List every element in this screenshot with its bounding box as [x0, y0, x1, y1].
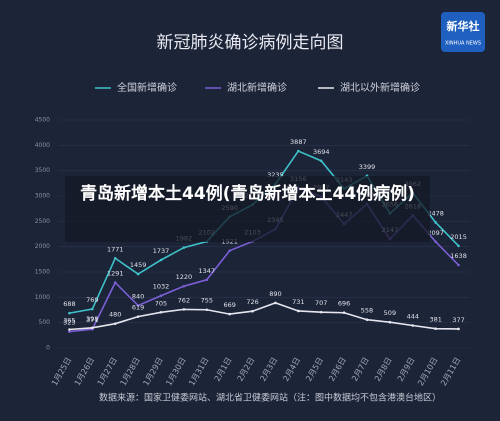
- data-point: [113, 256, 117, 260]
- data-label: 619: [132, 304, 144, 312]
- logo-subtitle: XINHUA NEWS: [445, 41, 481, 47]
- data-point: [182, 246, 186, 249]
- data-point: [319, 159, 323, 163]
- data-point: [297, 149, 300, 153]
- logo-name: 新华社: [447, 19, 480, 33]
- data-point: [182, 308, 186, 311]
- data-point: [228, 312, 231, 316]
- data-label: 2478: [427, 209, 444, 217]
- data-point: [434, 221, 437, 224]
- data-point: [68, 330, 71, 333]
- data-label: 1737: [153, 247, 170, 255]
- data-point: [388, 320, 392, 324]
- overlay-caption: 青岛新增本土44例(青岛新增本土44例病例): [65, 176, 430, 242]
- data-point: [68, 328, 71, 331]
- data-point: [68, 311, 71, 315]
- data-label: 3235: [267, 171, 284, 179]
- data-label: 1771: [107, 245, 124, 253]
- data-point: [159, 294, 163, 298]
- data-label: 371: [86, 316, 98, 324]
- data-label: 3399: [359, 163, 376, 171]
- data-label: 762: [178, 296, 190, 304]
- data-point: [228, 249, 231, 252]
- data-label: 3694: [313, 148, 330, 156]
- data-point: [411, 324, 415, 327]
- data-point: [319, 310, 323, 314]
- data-label: 509: [384, 309, 396, 317]
- data-point: [342, 311, 346, 315]
- data-point: [159, 258, 163, 262]
- y-tick-label: 1500: [35, 269, 50, 276]
- data-point: [457, 327, 460, 331]
- data-label: 3887: [290, 138, 307, 146]
- data-label: 1459: [130, 261, 147, 269]
- data-label: 381: [429, 316, 441, 324]
- data-point: [434, 327, 437, 330]
- data-label: 696: [338, 300, 350, 308]
- data-label: 480: [109, 311, 121, 319]
- y-tick-label: 2500: [35, 218, 50, 225]
- data-label: 769: [86, 296, 98, 304]
- data-point: [113, 322, 117, 325]
- data-label: 365: [63, 317, 75, 325]
- data-point: [297, 309, 300, 313]
- y-tick-label: 0: [46, 345, 50, 352]
- data-label: 726: [246, 298, 258, 306]
- data-label: 1347: [199, 267, 216, 275]
- data-point: [274, 301, 277, 305]
- data-label: 2015: [450, 233, 467, 241]
- source-note: 数据来源：国家卫健委网站、湖北省卫健委网站（注：图中数据均不包含港澳台地区）: [99, 392, 441, 404]
- data-label: 705: [155, 299, 167, 307]
- y-tick-label: 500: [39, 319, 51, 326]
- data-label: 890: [269, 290, 281, 298]
- y-tick-label: 1000: [35, 294, 50, 301]
- y-tick-label: 4500: [35, 117, 50, 124]
- y-tick-label: 4000: [35, 142, 50, 149]
- data-label: 755: [201, 297, 213, 305]
- data-point: [136, 304, 140, 307]
- chart-title: 新冠肺炎确诊病例走向图: [157, 33, 344, 53]
- y-tick-label: 2000: [35, 243, 50, 250]
- data-label: 558: [361, 307, 373, 315]
- legend-label: 湖北以外新增确诊: [340, 81, 420, 94]
- data-point: [434, 240, 437, 244]
- data-point: [457, 244, 460, 248]
- data-label: 669: [223, 301, 235, 309]
- data-label: 444: [407, 313, 419, 321]
- logo-box: [441, 12, 485, 52]
- data-label: 731: [292, 298, 304, 306]
- data-point: [91, 326, 94, 330]
- data-point: [365, 318, 369, 322]
- legend-label: 全国新增确诊: [117, 81, 177, 94]
- data-label: 323: [63, 319, 75, 327]
- data-label: 707: [315, 299, 327, 307]
- data-label: 377: [452, 316, 464, 324]
- data-label: 1032: [153, 283, 170, 291]
- data-point: [159, 310, 163, 314]
- y-tick-label: 3000: [35, 193, 50, 200]
- data-label: 2097: [427, 229, 444, 237]
- data-label: 1220: [176, 273, 193, 281]
- data-point: [136, 315, 140, 318]
- y-tick-label: 3500: [35, 167, 50, 174]
- data-label: 398: [86, 315, 98, 323]
- legend-label: 湖北新增确诊: [227, 81, 287, 94]
- data-point: [251, 309, 254, 313]
- data-point: [182, 284, 186, 288]
- data-point: [457, 263, 460, 267]
- data-label: 688: [63, 300, 75, 308]
- data-label: 840: [132, 292, 144, 300]
- data-point: [136, 272, 140, 276]
- data-label: 1638: [450, 252, 467, 260]
- series-line: [69, 302, 459, 331]
- data-label: 1291: [107, 270, 124, 278]
- data-point: [205, 308, 209, 312]
- data-point: [113, 281, 117, 284]
- data-point: [91, 307, 94, 311]
- data-point: [205, 278, 209, 282]
